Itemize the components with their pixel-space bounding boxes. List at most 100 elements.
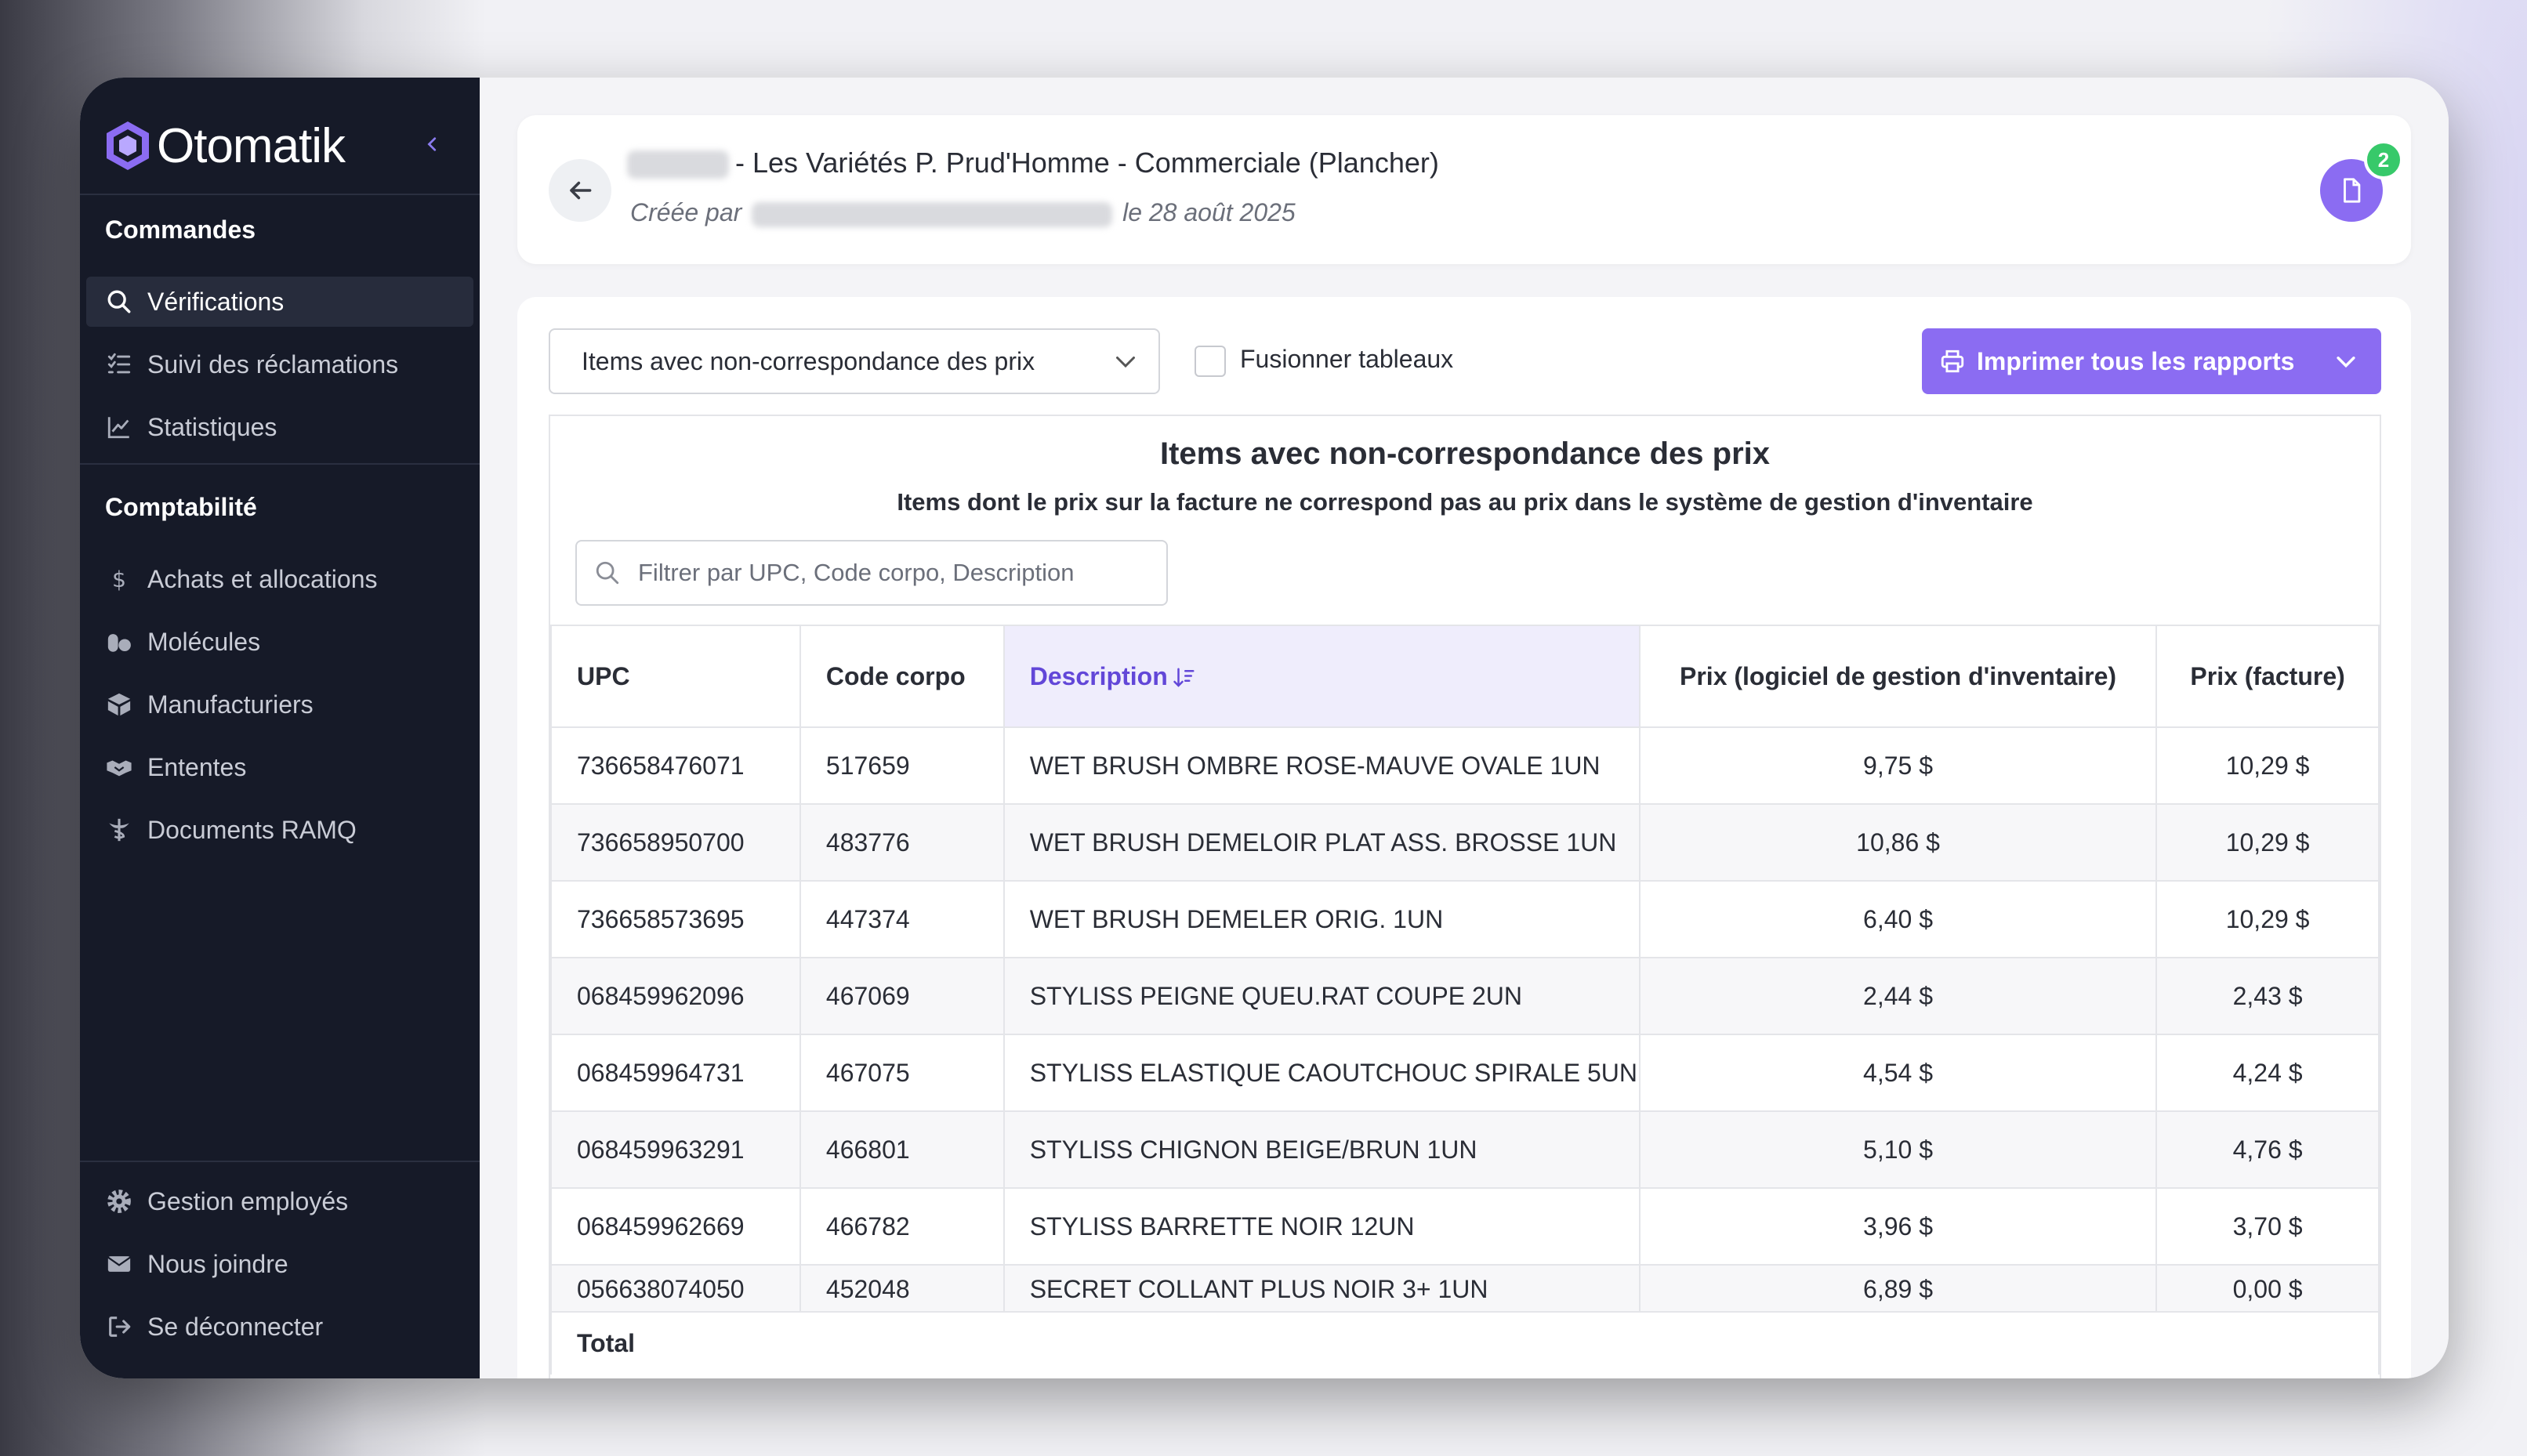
sidebar-item-verifications[interactable]: Vérifications: [86, 277, 473, 327]
section-commandes: Commandes: [105, 216, 256, 244]
page-title-text: - Les Variétés P. Prud'Homme - Commercia…: [735, 147, 1439, 179]
logout-icon: [105, 1313, 133, 1341]
sidebar-item-statistiques[interactable]: Statistiques: [86, 402, 473, 452]
sort-descending-icon: [1173, 668, 1195, 687]
filter-input[interactable]: Filtrer par UPC, Code corpo, Description: [575, 540, 1168, 606]
cell-upc: 068459964731: [550, 1034, 801, 1112]
sidebar-item-se-deconnecter[interactable]: Se déconnecter: [86, 1302, 473, 1352]
cell-description: WET BRUSH OMBRE ROSE-MAUVE OVALE 1UN: [1002, 726, 1641, 805]
box-icon: [105, 690, 133, 719]
list-check-icon: [105, 350, 133, 378]
sidebar: Otomatik Commandes Vérifications Suivi d…: [80, 78, 480, 1378]
cell-prix-logiciel: 3,96 $: [1638, 1187, 2158, 1266]
cell-description: STYLISS CHIGNON BEIGE/BRUN 1UN: [1002, 1110, 1641, 1189]
column-header-prix-facture[interactable]: Prix (facture): [2155, 625, 2380, 728]
brand-name: Otomatik: [157, 118, 346, 173]
cell-prix-facture: 4,76 $: [2155, 1110, 2380, 1189]
table-row: 736658476071 517659 WET BRUSH OMBRE ROSE…: [550, 726, 2380, 805]
sidebar-item-label: Se déconnecter: [147, 1312, 324, 1341]
arrow-left-icon: [570, 181, 592, 200]
report-panel: Items avec non-correspondance des prix I…: [549, 415, 2381, 1378]
report-title: Items avec non-correspondance des prix: [1159, 436, 1771, 471]
brand: Otomatik: [103, 110, 346, 181]
print-all-reports-label: Imprimer tous les rapports: [1977, 346, 2295, 375]
sidebar-item-ententes[interactable]: Ententes: [86, 742, 473, 792]
caduceus-icon: [105, 816, 133, 844]
sidebar-item-label: Gestion employés: [147, 1186, 349, 1215]
column-header-label: Description: [1029, 661, 1168, 690]
cell-prix-logiciel: 10,86 $: [1638, 803, 2158, 882]
cell-prix-facture: 3,70 $: [2155, 1187, 2380, 1266]
report-select[interactable]: Items avec non-correspondance des prix: [549, 328, 1160, 394]
documents-count-badge: 2: [2364, 140, 2403, 179]
cell-description: WET BRUSH DEMELOIR PLAT ASS. BROSSE 1UN: [1002, 803, 1641, 882]
envelope-icon: [105, 1250, 133, 1278]
chevron-left-icon: [427, 137, 437, 151]
section-comptabilite: Comptabilité: [105, 493, 257, 521]
cell-description: STYLISS BARRETTE NOIR 12UN: [1002, 1187, 1641, 1266]
table-header-row: UPC Code corpo Description Prix (logicie…: [550, 625, 2380, 728]
cell-prix-logiciel: 5,10 $: [1638, 1110, 2158, 1189]
sidebar-item-label: Achats et allocations: [147, 564, 378, 593]
collapse-sidebar-button[interactable]: [409, 121, 456, 168]
redacted-email: [752, 201, 1113, 227]
sidebar-item-label: Molécules: [147, 627, 261, 656]
sidebar-divider: [80, 463, 480, 465]
cell-prix-facture: 10,29 $: [2155, 803, 2380, 882]
cell-code-corpo: 466801: [799, 1110, 1005, 1189]
handshake-icon: [105, 753, 133, 781]
main-content: - Les Variétés P. Prud'Homme - Commercia…: [480, 78, 2449, 1378]
cell-code-corpo: 483776: [799, 803, 1005, 882]
chevron-down-icon[interactable]: [2333, 348, 2359, 375]
column-header-prix-logiciel[interactable]: Prix (logiciel de gestion d'inventaire): [1638, 625, 2158, 728]
column-header-code-corpo[interactable]: Code corpo: [799, 625, 1005, 728]
cell-code-corpo: 452048: [799, 1264, 1005, 1313]
sidebar-item-label: Manufacturiers: [147, 690, 314, 719]
table-row: 068459963291 466801 STYLISS CHIGNON BEIG…: [550, 1110, 2380, 1189]
sidebar-item-gestion-employes[interactable]: Gestion employés: [86, 1176, 473, 1226]
merge-tables-checkbox[interactable]: [1195, 346, 1226, 377]
report-subtitle: Items dont le prix sur la facture ne cor…: [897, 488, 2033, 516]
sidebar-item-nous-joindre[interactable]: Nous joindre: [86, 1239, 473, 1289]
page-title: - Les Variétés P. Prud'Homme - Commercia…: [627, 147, 1439, 179]
app-window: Otomatik Commandes Vérifications Suivi d…: [80, 78, 2449, 1378]
cell-upc: 056638074050: [550, 1264, 801, 1313]
sidebar-item-suivi-reclamations[interactable]: Suivi des réclamations: [86, 339, 473, 389]
gear-icon: [105, 1187, 133, 1215]
printer-icon: [1941, 350, 1964, 373]
search-icon: [596, 561, 619, 585]
cell-description: SECRET COLLANT PLUS NOIR 3+ 1UN: [1002, 1264, 1641, 1313]
cell-code-corpo: 517659: [799, 726, 1005, 805]
sidebar-item-label: Vérifications: [147, 287, 285, 316]
cell-code-corpo: 447374: [799, 880, 1005, 958]
total-label: Total: [550, 1311, 2380, 1375]
created-by: Créée par le 28 août 2025: [630, 198, 1296, 227]
cell-upc: 068459963291: [550, 1110, 801, 1189]
cell-code-corpo: 467069: [799, 957, 1005, 1035]
table-row: 068459964731 467075 STYLISS ELASTIQUE CA…: [550, 1034, 2380, 1112]
column-header-description[interactable]: Description: [1002, 625, 1641, 728]
print-all-reports-button[interactable]: Imprimer tous les rapports: [1922, 328, 2381, 394]
cell-code-corpo: 466782: [799, 1187, 1005, 1266]
redacted-store-number: [627, 150, 729, 179]
cell-prix-facture: 10,29 $: [2155, 880, 2380, 958]
order-header: - Les Variétés P. Prud'Homme - Commercia…: [517, 115, 2411, 264]
cell-code-corpo: 467075: [799, 1034, 1005, 1112]
cell-prix-facture: 2,43 $: [2155, 957, 2380, 1035]
sidebar-item-label: Suivi des réclamations: [147, 350, 399, 378]
dollar-icon: $: [105, 565, 133, 593]
sidebar-item-manufacturiers[interactable]: Manufacturiers: [86, 679, 473, 730]
sidebar-item-achats-allocations[interactable]: $ Achats et allocations: [86, 554, 473, 604]
cell-prix-logiciel: 2,44 $: [1638, 957, 2158, 1035]
table-body: 736658476071 517659 WET BRUSH OMBRE ROSE…: [550, 726, 2380, 1375]
merge-tables-label: Fusionner tableaux: [1240, 345, 1454, 373]
sidebar-item-documents-ramq[interactable]: Documents RAMQ: [86, 805, 473, 855]
chart-line-icon: [105, 413, 133, 441]
sidebar-item-molecules[interactable]: Molécules: [86, 617, 473, 667]
cell-prix-logiciel: 6,40 $: [1638, 880, 2158, 958]
column-header-upc[interactable]: UPC: [550, 625, 801, 728]
filter-placeholder: Filtrer par UPC, Code corpo, Description: [638, 559, 1075, 586]
back-button[interactable]: [549, 159, 611, 222]
table-row: 068459962096 467069 STYLISS PEIGNE QUEU.…: [550, 957, 2380, 1035]
sidebar-item-label: Documents RAMQ: [147, 815, 357, 844]
